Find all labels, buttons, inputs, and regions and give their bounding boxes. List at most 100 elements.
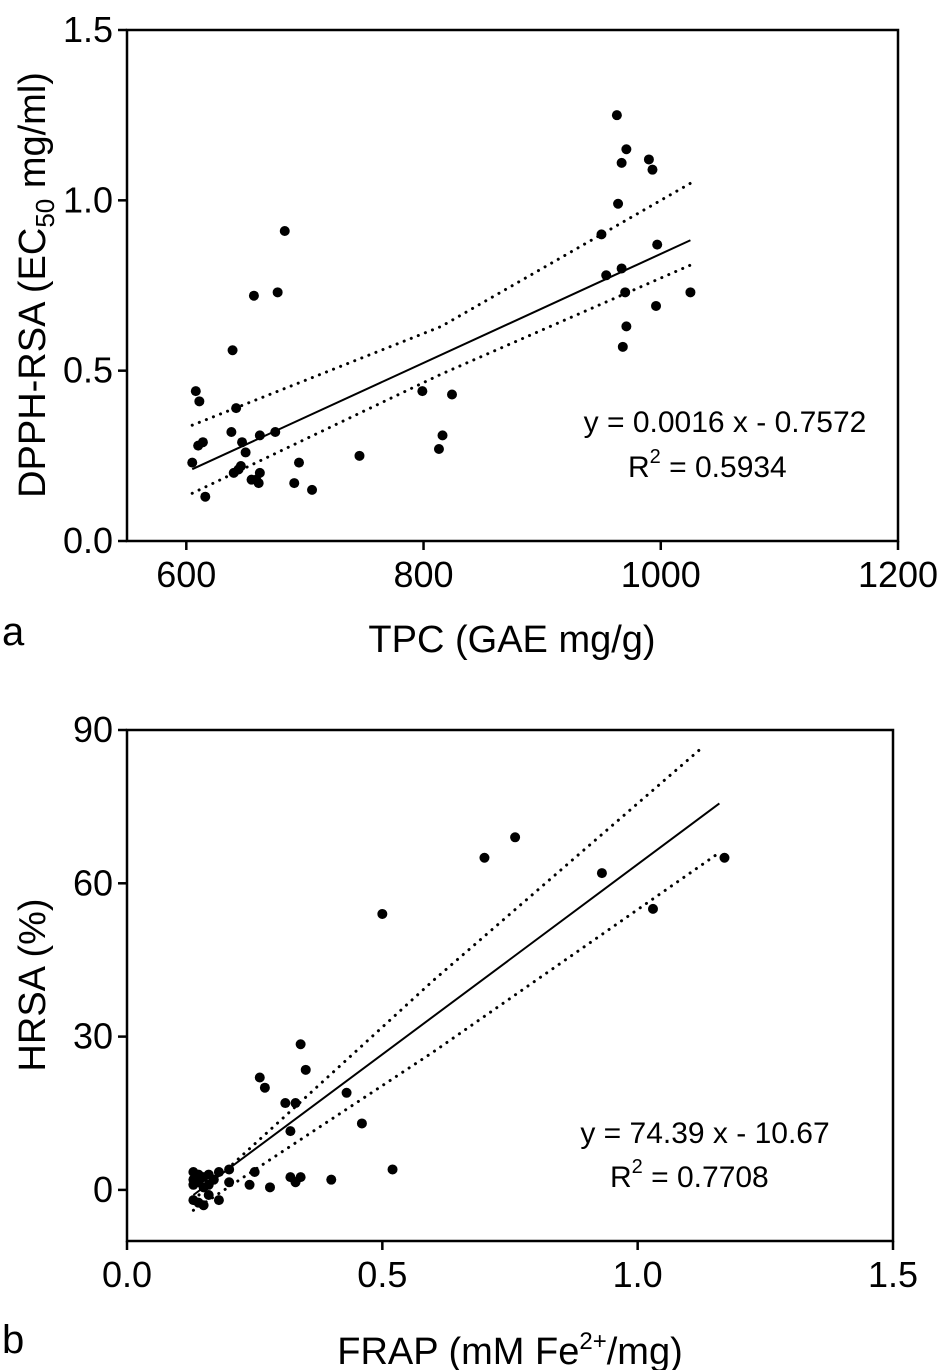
panel-b-marks xyxy=(188,748,730,1212)
panel-b-equation: y = 74.39 x - 10.67 xyxy=(580,1117,829,1150)
panel-b-data-point xyxy=(285,1126,296,1137)
panel-a-r-squared: R2 = 0.5934 xyxy=(628,446,787,484)
panel-a-plot-frame xyxy=(125,28,900,543)
panel-a-y-tick-label: 1.5 xyxy=(63,9,113,50)
panel-b-confidence-band-lower xyxy=(191,851,721,1212)
panel-b-data-point xyxy=(295,1039,306,1050)
panel-b-data-point xyxy=(224,1164,235,1175)
panel-a-data-point xyxy=(651,300,662,311)
panel-a-data-point xyxy=(621,144,632,155)
panel-b-data-point xyxy=(254,1072,265,1083)
panel-a-data-point xyxy=(613,198,624,209)
panel-a-y-tick-label: 1.0 xyxy=(63,179,113,220)
panel-b-x-tick-label: 1.5 xyxy=(868,1254,918,1295)
panel-a-data-point xyxy=(611,110,622,121)
panel-b-data-point xyxy=(326,1174,337,1185)
panel-b-data-point xyxy=(224,1177,235,1188)
panel-a-data-point xyxy=(601,270,612,281)
panel-b-data-point xyxy=(259,1082,270,1093)
panel-b-ticks: 0.0 0.5 1.0 1.5 0 30 60 90 xyxy=(73,709,918,1295)
panel-a-ticks: 600 800 1000 1200 0.0 0.5 1.0 1.5 xyxy=(63,9,938,595)
panel-a-data-point xyxy=(354,450,365,461)
panel-a-data-point xyxy=(307,484,318,495)
panel-a-data-point xyxy=(187,457,198,468)
panel-b-data-point xyxy=(341,1087,352,1098)
panel-b-data-point xyxy=(213,1195,224,1206)
panel-a-data-point xyxy=(447,389,458,400)
panel-b-data-point xyxy=(510,832,521,843)
panel-a-data-point xyxy=(253,478,264,489)
panel-a-y-tick-label: 0.5 xyxy=(63,350,113,391)
panel-b-data-point xyxy=(198,1200,209,1211)
panel-a-data-point xyxy=(272,287,283,298)
panel-a-data-point xyxy=(197,437,208,448)
panel-b-y-tick-label: 60 xyxy=(73,862,113,903)
panel-a-data-point xyxy=(240,447,251,458)
panel-a-chart: 600 800 1000 1200 0.0 0.5 1.0 1.5 y = 0.0016 x … xyxy=(2,9,938,661)
panel-b-data-point xyxy=(264,1182,275,1193)
panel-a-data-point xyxy=(200,491,211,502)
panel-b-x-tick-label: 0.0 xyxy=(102,1254,152,1295)
panel-b-data-point xyxy=(203,1190,214,1201)
panel-a-equation: y = 0.0016 x - 0.7572 xyxy=(584,406,867,439)
panel-b-data-point xyxy=(295,1172,306,1183)
panel-a-data-point xyxy=(437,430,448,441)
panel-b-data-point xyxy=(719,852,730,863)
panel-b-data-point xyxy=(249,1167,260,1178)
panel-a-data-point xyxy=(620,287,631,298)
panel-a-data-point xyxy=(433,444,444,455)
panel-a-x-tick-label: 800 xyxy=(393,554,453,595)
panel-b-confidence-band-upper xyxy=(191,748,701,1202)
panel-a-data-point xyxy=(293,457,304,468)
panel-b-data-point xyxy=(377,908,388,919)
panel-a-data-point xyxy=(685,287,696,298)
panel-a-y-axis-title: DPPH-RSA (EC50 mg/ml) xyxy=(12,72,60,498)
panel-a-data-point xyxy=(621,321,632,332)
panel-a-data-point xyxy=(254,467,265,478)
panel-a-data-point xyxy=(237,437,248,448)
panel-b-letter: b xyxy=(2,1318,24,1362)
panel-b-r-squared: R2 = 0.7708 xyxy=(610,1156,769,1194)
panel-a-x-tick-label: 1200 xyxy=(858,554,938,595)
panel-b-y-tick-label: 30 xyxy=(73,1016,113,1057)
panel-a-data-point xyxy=(194,396,205,407)
panel-a-data-point xyxy=(226,426,237,437)
panel-a-y-tick-label: 0.0 xyxy=(63,520,113,561)
panel-b-data-point xyxy=(647,903,658,914)
panel-a-marks xyxy=(187,110,696,502)
panel-b-data-point xyxy=(356,1118,367,1129)
panel-b-data-point xyxy=(479,852,490,863)
panel-b-data-point xyxy=(244,1179,255,1190)
panel-a-data-point xyxy=(270,426,281,437)
panel-a-data-point xyxy=(616,263,627,274)
panel-b-data-point xyxy=(280,1098,291,1109)
panel-b-data-point xyxy=(300,1064,311,1075)
panel-a-x-axis-title: TPC (GAE mg/g) xyxy=(368,619,655,661)
panel-b-x-tick-label: 1.0 xyxy=(613,1254,663,1295)
panel-b-data-point xyxy=(290,1098,301,1109)
panel-a-data-point xyxy=(235,461,246,472)
panel-a-data-point xyxy=(190,386,201,397)
panel-a-data-point xyxy=(417,386,428,397)
panel-b-y-tick-label: 0 xyxy=(93,1169,113,1210)
panel-b-x-axis-title: FRAP (mM Fe2+/mg) xyxy=(337,1328,682,1370)
panel-a-data-point xyxy=(279,225,290,236)
panel-a-data-point xyxy=(647,164,658,175)
panel-b-data-point xyxy=(387,1164,398,1175)
panel-a-confidence-band-lower xyxy=(190,263,692,495)
panel-a-letter: a xyxy=(2,610,25,654)
panel-a-data-point xyxy=(652,239,663,250)
panel-b-regression-line xyxy=(192,802,720,1196)
panel-a-x-tick-label: 1000 xyxy=(621,554,701,595)
panel-b-data-point xyxy=(596,868,607,879)
panel-a-data-point xyxy=(231,403,242,414)
panel-b-y-tick-label: 90 xyxy=(73,709,113,750)
panel-b-y-axis-title: HRSA (%) xyxy=(12,898,54,1071)
panel-a-x-tick-label: 600 xyxy=(156,554,216,595)
panel-a-data-point xyxy=(643,154,654,165)
panel-a-data-point xyxy=(616,157,627,168)
panel-a-data-point xyxy=(289,478,300,489)
panel-a-data-point xyxy=(596,229,607,240)
